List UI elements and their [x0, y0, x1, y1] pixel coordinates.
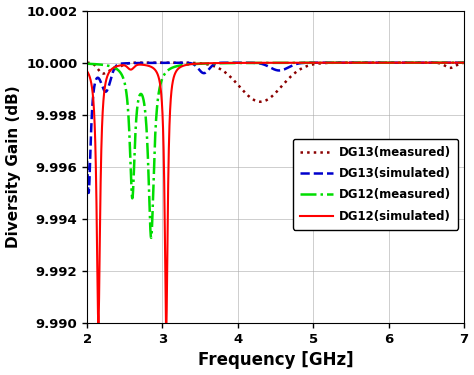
DG13(simulated) [461, 60, 467, 65]
DG13(simulated) [84, 159, 90, 163]
DG12(simulated) [158, 89, 164, 93]
DG12(simulated) [441, 60, 447, 65]
DG12(measured) [148, 236, 154, 240]
DG12(simulated) [461, 60, 467, 65]
Y-axis label: Diversity Gain (dB): Diversity Gain (dB) [6, 86, 20, 248]
DG12(measured) [107, 64, 112, 68]
DG12(simulated) [84, 69, 90, 74]
DG12(measured) [86, 62, 91, 66]
Legend: DG13(measured), DG13(simulated), DG12(measured), DG12(simulated): DG13(measured), DG13(simulated), DG12(me… [293, 139, 458, 230]
DG13(measured) [84, 60, 90, 65]
DG13(simulated) [100, 85, 106, 90]
DG13(simulated) [107, 81, 112, 86]
DG12(simulated) [268, 60, 274, 65]
DG12(measured) [100, 63, 106, 67]
DG12(simulated) [100, 110, 106, 114]
DG13(measured) [441, 63, 447, 68]
DG13(measured) [107, 68, 112, 73]
DG12(measured) [441, 60, 447, 65]
DG13(simulated) [158, 61, 164, 65]
Line: DG12(simulated): DG12(simulated) [87, 63, 464, 328]
X-axis label: Frequency [GHz]: Frequency [GHz] [198, 351, 353, 369]
DG12(measured) [461, 60, 467, 65]
DG13(measured) [86, 60, 91, 65]
DG13(measured) [257, 99, 263, 104]
DG13(measured) [100, 71, 106, 76]
DG13(measured) [409, 60, 415, 65]
DG13(simulated) [86, 190, 91, 194]
DG13(measured) [461, 61, 467, 65]
DG12(measured) [84, 62, 90, 66]
DG13(measured) [158, 60, 164, 65]
DG12(simulated) [164, 326, 169, 331]
Line: DG13(simulated): DG13(simulated) [87, 63, 464, 193]
Line: DG12(measured): DG12(measured) [87, 63, 464, 238]
DG12(simulated) [86, 72, 91, 76]
DG13(measured) [268, 94, 274, 99]
DG12(simulated) [107, 69, 112, 74]
DG13(simulated) [86, 190, 91, 195]
DG12(measured) [268, 61, 274, 65]
DG12(measured) [158, 80, 164, 85]
Line: DG13(measured): DG13(measured) [87, 63, 464, 102]
DG13(simulated) [268, 66, 274, 70]
DG13(simulated) [441, 60, 447, 65]
